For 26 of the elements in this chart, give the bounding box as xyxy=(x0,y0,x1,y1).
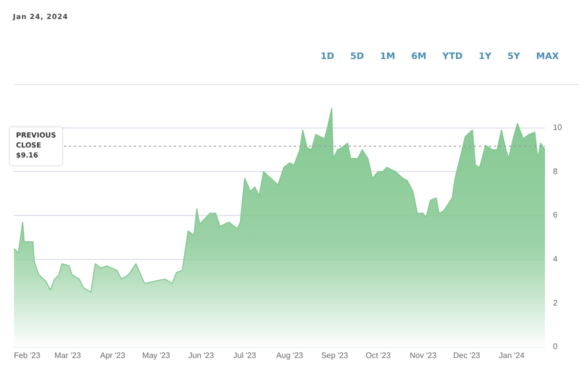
y-tick-label: 10 xyxy=(553,123,562,132)
y-tick-label: 8 xyxy=(553,166,558,176)
text: 6M xyxy=(410,51,428,64)
x-tick-label: Jun '23 xyxy=(188,351,214,360)
text: 5D xyxy=(349,51,365,64)
x-tick-label: Oct '23 xyxy=(366,351,392,360)
y-tick-label: 2 xyxy=(553,298,558,308)
x-tick-label: Feb '23 xyxy=(14,351,41,360)
x-tick-label: Aug '23 xyxy=(276,351,304,360)
text: 5Y xyxy=(506,51,522,64)
text: 1D xyxy=(320,51,336,64)
text: MAX xyxy=(535,51,560,64)
x-tick-label: Nov '23 xyxy=(410,351,438,360)
x-tick-label: Dec '23 xyxy=(453,351,481,360)
x-tick-label: Mar '23 xyxy=(54,351,82,360)
x-tick-label: May '23 xyxy=(142,351,171,360)
x-tick-label: Sep '23 xyxy=(321,351,349,360)
text: 1M xyxy=(378,51,396,64)
x-tick-label: Jan '24 xyxy=(498,351,525,360)
y-tick-label: 4 xyxy=(553,254,558,264)
x-tick-label: Jul '23 xyxy=(233,351,257,360)
text: YTD xyxy=(441,51,464,64)
y-tick-label: 6 xyxy=(553,210,558,220)
text: 1Y xyxy=(478,51,492,64)
x-tick-label: Apr '23 xyxy=(100,351,126,360)
y-tick-label: 0 xyxy=(553,342,558,352)
